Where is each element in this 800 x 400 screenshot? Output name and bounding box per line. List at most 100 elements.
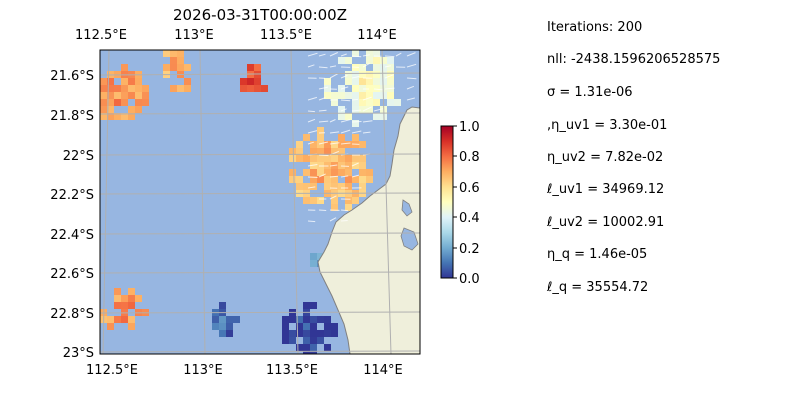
data-cell bbox=[163, 50, 170, 57]
data-cell bbox=[324, 183, 331, 190]
velocity-arrow bbox=[384, 74, 394, 79]
data-cell bbox=[296, 316, 303, 323]
velocity-arrow bbox=[373, 108, 384, 112]
data-cell bbox=[100, 78, 107, 85]
velocity-arrow bbox=[340, 108, 347, 112]
data-cell bbox=[303, 351, 310, 354]
data-cell bbox=[121, 85, 128, 92]
data-cell bbox=[387, 64, 394, 71]
data-cell bbox=[247, 85, 254, 92]
lat-tick: 22.4°S bbox=[50, 228, 94, 243]
data-cell bbox=[282, 323, 289, 330]
data-cell bbox=[359, 169, 366, 176]
data-cell bbox=[303, 302, 310, 309]
velocity-arrow bbox=[351, 55, 362, 58]
data-cell bbox=[331, 204, 338, 211]
data-cell bbox=[289, 176, 296, 183]
data-cell bbox=[100, 106, 107, 113]
velocity-arrow bbox=[329, 164, 338, 167]
data-cell bbox=[317, 155, 324, 162]
data-cell bbox=[324, 176, 331, 183]
data-cell bbox=[128, 106, 135, 113]
lon-tick-top: 114°E bbox=[357, 28, 397, 43]
velocity-arrow bbox=[340, 53, 347, 57]
data-cell bbox=[324, 92, 331, 99]
data-cell bbox=[331, 197, 338, 204]
velocity-arrow bbox=[307, 130, 318, 134]
data-cell bbox=[317, 127, 324, 134]
data-cell bbox=[352, 99, 359, 106]
data-cell bbox=[121, 64, 128, 71]
data-cell bbox=[352, 197, 359, 204]
data-cell bbox=[359, 99, 366, 106]
data-cell bbox=[310, 337, 317, 344]
lat-tick: 22.2°S bbox=[50, 188, 94, 203]
data-cell bbox=[289, 148, 296, 155]
velocity-arrow bbox=[307, 176, 318, 178]
data-cell bbox=[338, 57, 345, 64]
data-cell bbox=[128, 85, 135, 92]
data-cell bbox=[359, 183, 366, 190]
data-cell bbox=[296, 148, 303, 155]
lon-tick-bottom: 113°E bbox=[183, 363, 223, 378]
data-cell bbox=[135, 99, 142, 106]
data-cell bbox=[303, 316, 310, 323]
velocity-arrow bbox=[351, 121, 362, 123]
data-cell bbox=[345, 204, 352, 211]
data-cell bbox=[366, 85, 373, 92]
data-cell bbox=[345, 183, 352, 190]
velocity-arrow bbox=[351, 109, 362, 112]
data-cell bbox=[373, 64, 380, 71]
data-cell bbox=[184, 78, 191, 85]
data-cell bbox=[114, 85, 121, 92]
data-cell bbox=[310, 253, 317, 260]
lat-tick: 23°S bbox=[63, 346, 94, 361]
data-cell bbox=[366, 50, 373, 57]
colorbar-tick: 0.4 bbox=[459, 211, 480, 226]
colorbar-tick: 1.0 bbox=[459, 120, 480, 135]
data-cell bbox=[282, 316, 289, 323]
velocity-arrow bbox=[384, 55, 395, 58]
data-cell bbox=[212, 323, 219, 330]
lon-tick-top: 112.5°E bbox=[75, 28, 127, 43]
data-cell bbox=[121, 113, 128, 120]
gridlines bbox=[100, 50, 420, 354]
stat-nll: nll: -2438.1596206528575 bbox=[547, 52, 721, 67]
data-cell bbox=[310, 148, 317, 155]
lon-tick-top: 113.5°E bbox=[260, 28, 312, 43]
data-cell bbox=[324, 155, 331, 162]
velocity-arrow bbox=[362, 120, 373, 123]
data-cell bbox=[177, 85, 184, 92]
velocity-arrow bbox=[329, 175, 339, 178]
velocity-arrow bbox=[318, 141, 329, 145]
map-title: 2026-03-31T00:00:00Z bbox=[173, 6, 347, 24]
data-cell bbox=[317, 176, 324, 183]
data-cell bbox=[366, 176, 373, 183]
data-cell bbox=[345, 78, 352, 85]
velocity-arrow bbox=[318, 109, 327, 112]
data-cell bbox=[142, 85, 149, 92]
map-frame bbox=[99, 49, 421, 355]
data-cell bbox=[331, 176, 338, 183]
data-cell bbox=[310, 176, 317, 183]
velocity-arrow bbox=[329, 52, 339, 57]
data-cell bbox=[114, 316, 121, 323]
velocity-arrow bbox=[329, 65, 337, 68]
lat-tick: 22.6°S bbox=[50, 267, 94, 282]
velocity-arrow bbox=[362, 96, 372, 101]
data-cell bbox=[100, 85, 107, 92]
data-cell bbox=[128, 295, 135, 302]
velocity-arrow bbox=[307, 110, 315, 113]
data-cell bbox=[331, 99, 338, 106]
lon-tick-bottom: 113.5°E bbox=[266, 363, 318, 378]
velocity-arrow bbox=[340, 220, 348, 222]
data-cell bbox=[296, 323, 303, 330]
data-cell bbox=[170, 50, 177, 57]
data-cell bbox=[107, 92, 114, 99]
data-cell bbox=[331, 148, 338, 155]
data-cell bbox=[338, 134, 345, 141]
velocity-arrow bbox=[351, 98, 359, 101]
data-cell bbox=[296, 330, 303, 337]
data-cell bbox=[107, 78, 114, 85]
data-cell bbox=[359, 92, 366, 99]
